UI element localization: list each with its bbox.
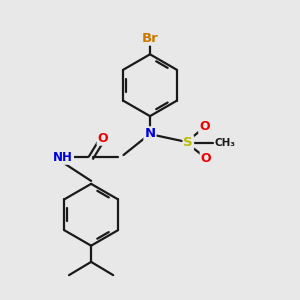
Text: O: O xyxy=(201,152,211,165)
Text: O: O xyxy=(199,120,210,133)
Text: NH: NH xyxy=(53,151,73,164)
Text: N: N xyxy=(144,127,156,140)
Text: Br: Br xyxy=(142,32,158,45)
Text: O: O xyxy=(98,132,108,145)
Text: CH₃: CH₃ xyxy=(215,138,236,148)
Text: S: S xyxy=(184,136,193,149)
